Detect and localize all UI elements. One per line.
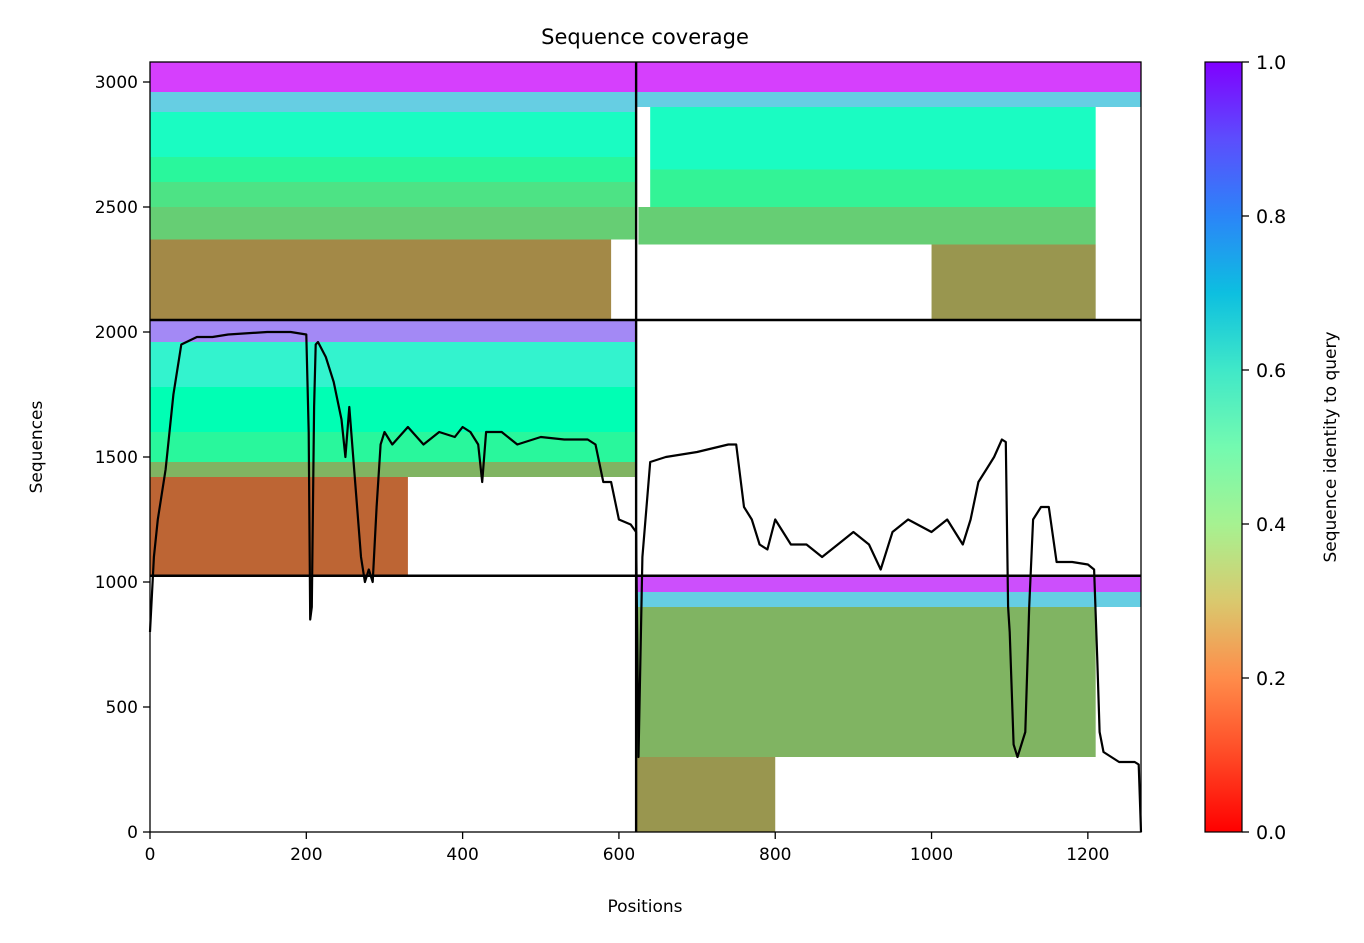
x-tick-label: 800: [759, 845, 791, 865]
x-tick-label: 0: [145, 845, 156, 865]
colorbar: 0.0 0.2 0.4 0.6 0.8 1.0 Sequence identity to …: [1204, 52, 1341, 844]
heatmap-band: [150, 112, 637, 157]
x-tick-label: 200: [290, 845, 322, 865]
block-top-left: [150, 62, 637, 320]
heatmap-band: [636, 592, 1141, 607]
heatmap-band: [636, 757, 776, 832]
x-tick-label: 600: [603, 845, 635, 865]
heatmap-band: [650, 169, 1096, 207]
colorbar-tick-label: 1.0: [1256, 52, 1286, 74]
colorbar-label: Sequence identity to query: [1321, 331, 1341, 562]
y-axis-label: Sequences: [27, 401, 47, 494]
heatmap-band: [150, 207, 637, 240]
colorbar-tick-label: 0.6: [1256, 360, 1286, 382]
heatmap-band: [150, 182, 637, 207]
block-bottom-right: [636, 575, 1141, 832]
x-tick-label: 1000: [910, 845, 953, 865]
colorbar-tick-label: 0.8: [1256, 206, 1286, 228]
colorbar-tick-label: 0.0: [1256, 822, 1286, 844]
heatmap-band: [650, 107, 1096, 170]
chart-title: Sequence coverage: [541, 25, 749, 49]
heatmap-band: [636, 575, 1141, 592]
block-dividers: [150, 62, 1141, 832]
y-tick-label: 1000: [95, 573, 138, 593]
y-tick-label: 500: [106, 698, 138, 718]
heatmap-blocks: [150, 62, 1141, 832]
y-tick-label: 2000: [95, 323, 138, 343]
y-axis: 0 500 1000 1500 2000 2500 3000: [95, 73, 150, 843]
heatmap-band: [150, 92, 637, 112]
heatmap-band: [150, 239, 612, 320]
x-tick-label: 1200: [1066, 845, 1109, 865]
plot-frame: [149, 61, 1142, 833]
colorbar-tick-label: 0.2: [1256, 668, 1286, 690]
heatmap-band: [636, 92, 1141, 107]
coverage-line: [148, 330, 1143, 833]
heatmap-band: [150, 62, 637, 92]
heatmap-band: [150, 342, 637, 387]
colorbar-gradient: [1204, 61, 1243, 833]
colorbar-tick-label: 0.4: [1256, 514, 1286, 536]
block-middle-left: [150, 320, 637, 576]
x-axis-label: Positions: [607, 897, 682, 917]
heatmap-band: [931, 244, 1096, 320]
heatmap-band: [638, 207, 1096, 245]
plot-area: [148, 61, 1143, 833]
heatmap-band: [150, 157, 637, 182]
heatmap-band: [150, 320, 637, 342]
y-tick-label: 3000: [95, 73, 138, 93]
heatmap-band: [636, 607, 1096, 757]
colorbar-ticks: 0.0 0.2 0.4 0.6 0.8 1.0: [1242, 52, 1286, 844]
y-tick-label: 0: [127, 823, 138, 843]
y-tick-label: 2500: [95, 198, 138, 218]
block-top-right: [636, 62, 1141, 320]
x-tick-label: 400: [446, 845, 478, 865]
x-axis: 0 200 400 600 800 1000 1200: [145, 832, 1109, 865]
heatmap-band: [150, 432, 637, 462]
heatmap-band: [150, 462, 637, 477]
heatmap-band: [150, 387, 637, 432]
heatmap-band: [636, 62, 1141, 92]
y-tick-label: 1500: [95, 448, 138, 468]
heatmap-band: [150, 477, 408, 576]
